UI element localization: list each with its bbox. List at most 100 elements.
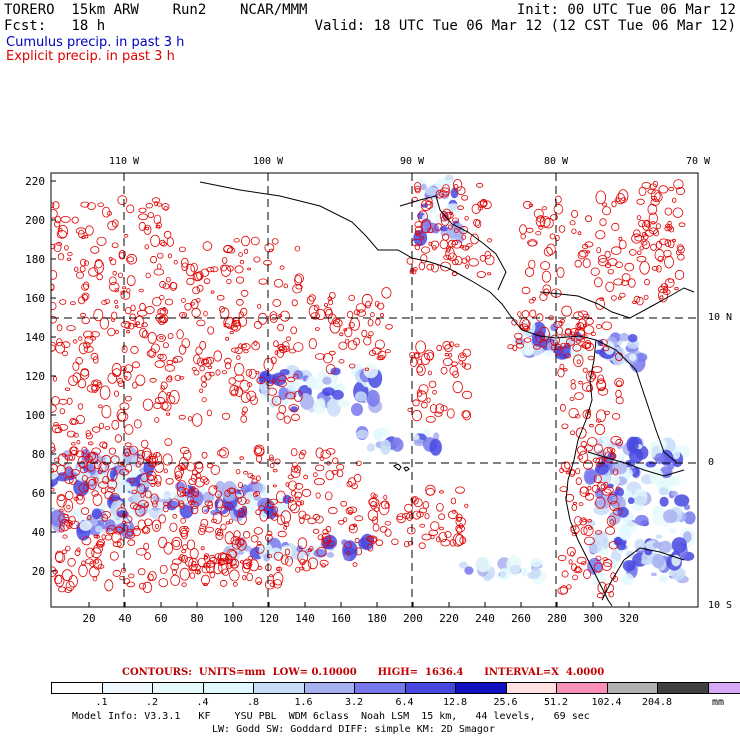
explicit-precip-contour [611,200,617,208]
explicit-precip-contour [241,411,246,416]
explicit-precip-contour [173,259,178,265]
explicit-precip-contour [126,253,138,265]
explicit-precip-contour [169,390,180,405]
explicit-precip-contour [52,376,58,382]
explicit-precip-contour [352,562,358,567]
explicit-precip-contour [225,336,230,341]
explicit-precip-contour [219,579,228,587]
explicit-precip-contour [265,533,273,542]
explicit-precip-contour [210,464,221,476]
explicit-precip-contour [141,322,148,328]
explicit-precip-contour [164,438,173,447]
explicit-precip-contour [339,332,344,337]
explicit-precip-contour [440,405,448,412]
explicit-precip-contour [596,380,607,392]
explicit-precip-contour [86,476,97,486]
explicit-precip-contour [355,547,363,556]
explicit-precip-contour [52,569,58,575]
cumulus-cell [629,353,637,362]
explicit-precip-contour [149,377,157,383]
explicit-precip-contour [243,470,249,475]
y-axis-label-20: 20 [31,565,45,578]
explicit-precip-contour [199,388,204,393]
explicit-precip-contour [157,307,169,316]
x-axis-label-40: 40 [118,612,132,625]
explicit-precip-contour [182,544,189,550]
explicit-precip-contour [561,423,569,430]
explicit-precip-contour [121,345,128,354]
explicit-precip-contour [91,490,99,497]
explicit-precip-contour [247,556,253,561]
y-axis-label-40: 40 [31,526,45,539]
explicit-precip-contour [124,424,134,435]
explicit-precip-contour [597,374,605,385]
explicit-precip-contour [144,244,150,250]
explicit-precip-contour [343,517,348,523]
explicit-precip-contour [639,245,644,251]
explicit-precip-contour [200,546,205,551]
explicit-precip-contour [615,261,624,269]
explicit-precip-contour [179,446,190,455]
explicit-precip-contour [585,343,591,349]
explicit-precip-contour [248,368,257,379]
explicit-precip-contour [54,457,60,462]
explicit-precip-contour [152,297,162,307]
explicit-precip-contour [430,240,440,249]
explicit-precip-contour [61,549,68,554]
explicit-precip-contour [646,223,652,228]
explicit-precip-contour [419,236,425,240]
explicit-precip-contour [180,554,188,563]
explicit-precip-contour [582,258,591,269]
explicit-precip-contour [159,294,165,300]
x-axis-label-140: 140 [295,612,315,625]
explicit-precip-contour [307,557,318,570]
explicit-precip-contour [312,513,321,521]
explicit-precip-contour [216,294,225,301]
explicit-precip-contour [72,339,78,344]
explicit-precip-contour [56,338,63,347]
cumulus-cell [626,436,639,454]
explicit-precip-contour [591,484,601,493]
explicit-precip-contour [178,246,186,253]
explicit-precip-contour [340,500,348,507]
explicit-precip-contour [617,296,622,300]
explicit-precip-contour [315,492,321,499]
explicit-precip-contour [589,423,594,428]
explicit-precip-contour [624,262,635,272]
explicit-precip-contour [283,521,290,528]
explicit-precip-contour [657,255,664,263]
explicit-precip-contour [274,513,279,517]
explicit-precip-contour [535,230,542,236]
explicit-precip-contour [170,574,181,586]
explicit-precip-contour [413,181,422,192]
explicit-precip-contour [147,474,155,481]
y-axis-label-160: 160 [25,292,45,305]
explicit-precip-contour [53,421,59,427]
explicit-precip-contour [154,461,165,473]
explicit-precip-contour [664,239,672,247]
cumulus-cell [650,572,657,577]
coastline-central-america [199,181,597,341]
explicit-precip-contour [107,468,118,482]
explicit-precip-contour [135,374,146,386]
explicit-precip-contour [320,449,331,459]
explicit-precip-contour [597,387,609,396]
y-axis-label-180: 180 [25,253,45,266]
explicit-precip-contour [587,526,593,530]
explicit-precip-contour [477,206,483,211]
explicit-precip-contour [356,309,367,317]
explicit-precip-contour [159,280,167,289]
cumulus-cell [683,511,696,525]
explicit-precip-contour [162,342,169,349]
explicit-precip-contour [122,520,127,525]
explicit-precip-contour [415,230,421,237]
explicit-precip-contour [66,505,71,510]
x-axis-label-80: 80 [190,612,204,625]
explicit-precip-contour [614,377,624,388]
explicit-precip-contour [414,243,421,251]
explicit-precip-contour [151,519,162,532]
explicit-precip-contour [663,249,672,258]
explicit-precip-contour [194,461,204,474]
explicit-precip-contour [196,357,205,367]
explicit-precip-contour [240,415,248,423]
